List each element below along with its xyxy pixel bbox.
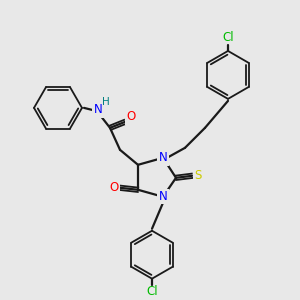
Text: Cl: Cl bbox=[222, 32, 234, 44]
Text: N: N bbox=[94, 103, 102, 116]
Text: S: S bbox=[194, 169, 202, 182]
Text: O: O bbox=[126, 110, 136, 123]
Text: H: H bbox=[102, 97, 110, 107]
Text: N: N bbox=[159, 151, 167, 164]
Text: N: N bbox=[159, 190, 167, 203]
Text: Cl: Cl bbox=[146, 285, 158, 298]
Text: O: O bbox=[110, 181, 118, 194]
